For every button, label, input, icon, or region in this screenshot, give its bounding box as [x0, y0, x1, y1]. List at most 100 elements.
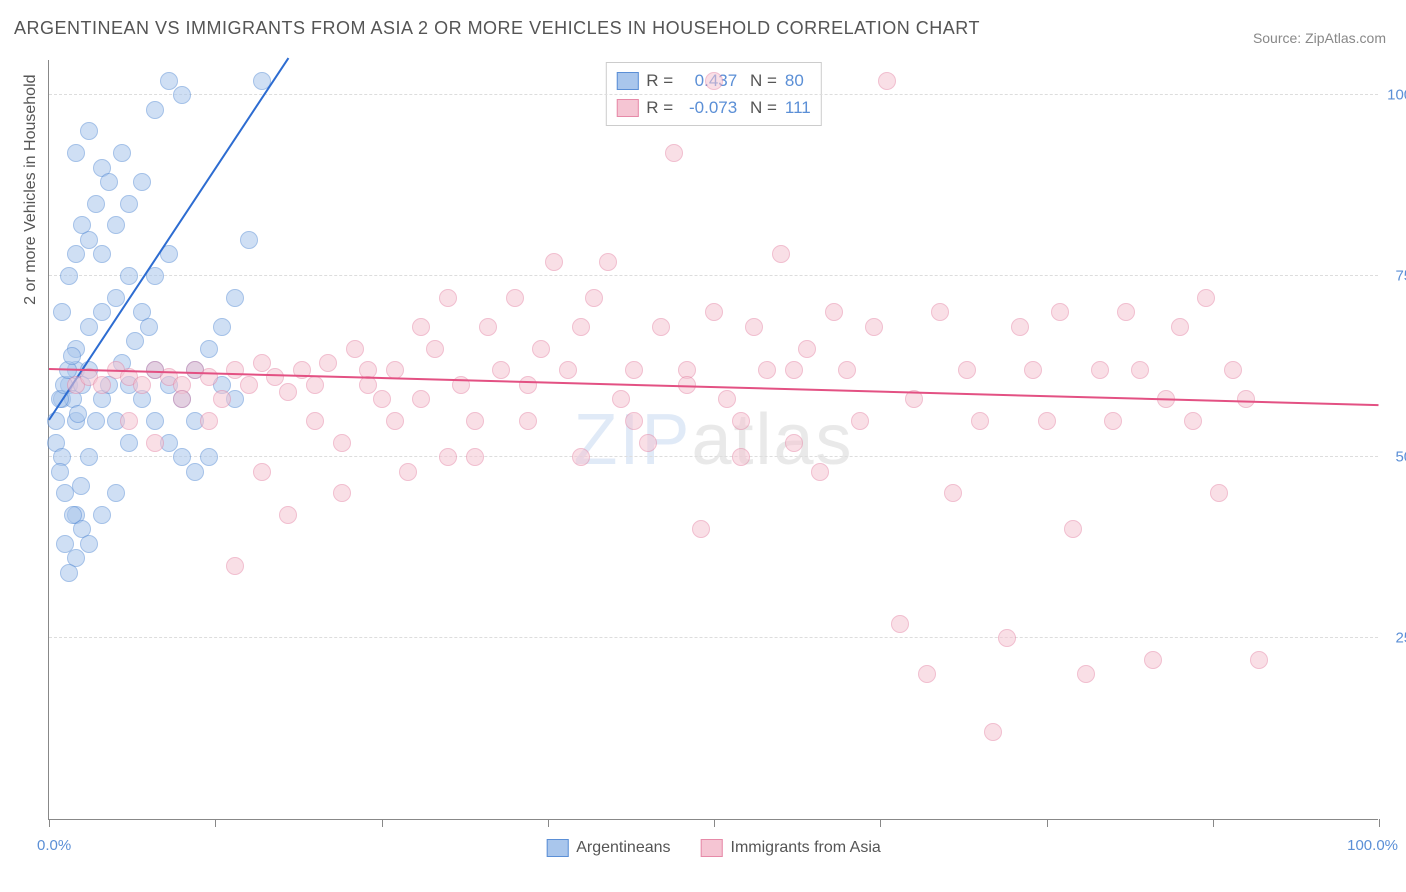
- chart-plot-area: ZIPatlas R = 0.437 N = 80 R = -0.073 N =…: [48, 60, 1378, 820]
- data-point: [107, 216, 125, 234]
- x-tick: [548, 819, 549, 827]
- data-point: [146, 434, 164, 452]
- data-point: [100, 173, 118, 191]
- data-point: [69, 405, 87, 423]
- legend-item-2: Immigrants from Asia: [701, 839, 881, 857]
- data-point: [226, 361, 244, 379]
- x-tick: [382, 819, 383, 827]
- data-point: [811, 463, 829, 481]
- data-point: [1011, 318, 1029, 336]
- data-point: [426, 340, 444, 358]
- data-point: [213, 390, 231, 408]
- data-point: [532, 340, 550, 358]
- data-point: [439, 448, 457, 466]
- data-point: [612, 390, 630, 408]
- data-point: [60, 564, 78, 582]
- series-legend: Argentineans Immigrants from Asia: [546, 839, 881, 857]
- data-point: [851, 412, 869, 430]
- data-point: [838, 361, 856, 379]
- data-point: [1051, 303, 1069, 321]
- data-point: [918, 665, 936, 683]
- data-point: [1131, 361, 1149, 379]
- x-tick: [880, 819, 881, 827]
- legend-row-2: R = -0.073 N = 111: [616, 94, 810, 121]
- data-point: [865, 318, 883, 336]
- data-point: [319, 354, 337, 372]
- y-tick-label: 100.0%: [1387, 87, 1406, 104]
- data-point: [718, 390, 736, 408]
- n-value-2: 111: [785, 94, 811, 121]
- data-point: [253, 463, 271, 481]
- data-point: [1104, 412, 1122, 430]
- data-point: [466, 412, 484, 430]
- data-point: [93, 506, 111, 524]
- data-point: [785, 361, 803, 379]
- data-point: [93, 376, 111, 394]
- data-point: [758, 361, 776, 379]
- data-point: [798, 340, 816, 358]
- data-point: [399, 463, 417, 481]
- data-point: [373, 390, 391, 408]
- data-point: [333, 434, 351, 452]
- chart-title: ARGENTINEAN VS IMMIGRANTS FROM ASIA 2 OR…: [14, 18, 980, 39]
- n-value-1: 80: [785, 67, 804, 94]
- x-tick: [215, 819, 216, 827]
- y-tick-label: 75.0%: [1395, 268, 1406, 285]
- data-point: [479, 318, 497, 336]
- data-point: [51, 463, 69, 481]
- data-point: [625, 361, 643, 379]
- data-point: [665, 144, 683, 162]
- data-point: [745, 318, 763, 336]
- data-point: [186, 463, 204, 481]
- series-2-name: Immigrants from Asia: [731, 839, 881, 857]
- data-point: [200, 448, 218, 466]
- data-point: [506, 289, 524, 307]
- data-point: [625, 412, 643, 430]
- series-1-name: Argentineans: [576, 839, 670, 857]
- data-point: [63, 347, 81, 365]
- data-point: [213, 318, 231, 336]
- data-point: [1024, 361, 1042, 379]
- data-point: [120, 267, 138, 285]
- data-point: [998, 629, 1016, 647]
- data-point: [1117, 303, 1135, 321]
- data-point: [412, 318, 430, 336]
- data-point: [173, 448, 191, 466]
- data-point: [439, 289, 457, 307]
- data-point: [72, 477, 90, 495]
- data-point: [705, 72, 723, 90]
- data-point: [80, 122, 98, 140]
- swatch-series-2: [616, 99, 638, 117]
- data-point: [492, 361, 510, 379]
- data-point: [705, 303, 723, 321]
- source-label: Source: ZipAtlas.com: [1253, 30, 1386, 46]
- data-point: [56, 535, 74, 553]
- data-point: [47, 412, 65, 430]
- data-point: [1064, 520, 1082, 538]
- data-point: [306, 376, 324, 394]
- data-point: [133, 173, 151, 191]
- data-point: [519, 376, 537, 394]
- data-point: [412, 390, 430, 408]
- data-point: [107, 484, 125, 502]
- data-point: [226, 289, 244, 307]
- data-point: [1171, 318, 1189, 336]
- data-point: [80, 535, 98, 553]
- data-point: [253, 354, 271, 372]
- data-point: [306, 412, 324, 430]
- gridline: [49, 456, 1378, 457]
- data-point: [585, 289, 603, 307]
- data-point: [572, 318, 590, 336]
- data-point: [1237, 390, 1255, 408]
- data-point: [346, 340, 364, 358]
- data-point: [113, 144, 131, 162]
- legend-item-1: Argentineans: [546, 839, 670, 857]
- y-tick-label: 25.0%: [1395, 630, 1406, 647]
- data-point: [1091, 361, 1109, 379]
- data-point: [279, 506, 297, 524]
- data-point: [1038, 412, 1056, 430]
- data-point: [878, 72, 896, 90]
- data-point: [599, 253, 617, 271]
- data-point: [53, 303, 71, 321]
- data-point: [240, 231, 258, 249]
